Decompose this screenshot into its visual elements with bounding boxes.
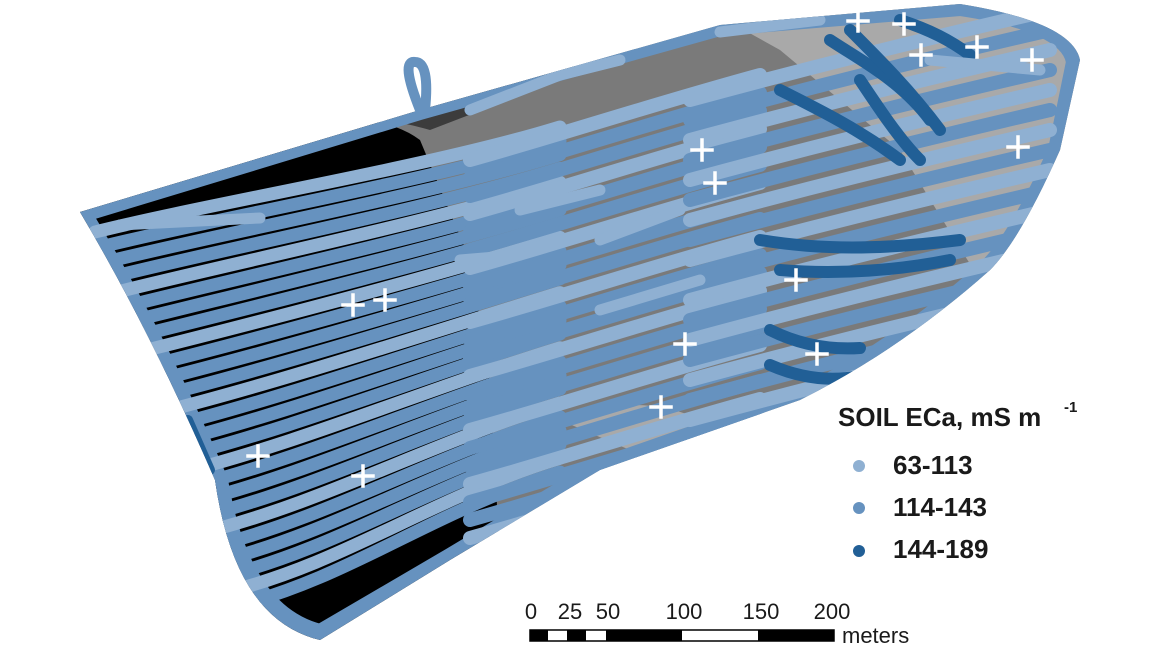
- low-eca-pass: [594, 274, 706, 316]
- low-eca-pass: [454, 249, 526, 266]
- legend-title: SOIL ECa, mS m: [838, 402, 1041, 432]
- survey-pass: [463, 266, 767, 365]
- high-eca-pass: [754, 234, 966, 254]
- survey-pass: [683, 123, 1057, 227]
- plus-icon: [246, 444, 270, 468]
- scale-seg-3: [606, 630, 682, 641]
- scale-tick-50: 50: [596, 599, 620, 624]
- scale-seg-2: [567, 630, 586, 641]
- scale-tick-100: 100: [666, 599, 703, 624]
- scale-tick-150: 150: [743, 599, 780, 624]
- legend-label-mid: 114-143: [893, 492, 987, 522]
- low-eca-pass: [714, 14, 826, 38]
- survey-pass: [463, 86, 767, 185]
- survey-pass: [116, 189, 567, 314]
- survey-pass: [463, 104, 767, 203]
- low-eca-pass: [114, 212, 266, 231]
- survey-pass: [463, 302, 767, 401]
- plus-icon: [373, 288, 397, 312]
- low-eca-pass: [554, 54, 626, 81]
- plus-icon: [1020, 48, 1044, 72]
- high-eca-pass: [844, 24, 946, 136]
- survey-passes: [80, 4, 1080, 640]
- low-eca-pass: [924, 54, 1046, 76]
- low-eca-pass: [594, 204, 686, 246]
- survey-pass: [165, 313, 567, 449]
- survey-pass: [683, 203, 1057, 307]
- survey-pass: [683, 243, 1057, 347]
- plus-icon: [690, 138, 714, 162]
- survey-pass: [187, 368, 567, 509]
- survey-pass: [683, 143, 1057, 247]
- plus-icon: [703, 171, 727, 195]
- plus-icon: [649, 395, 673, 419]
- legend-title-superscript: -1: [1064, 399, 1077, 416]
- high-eca-pass: [854, 74, 926, 166]
- survey-pass: [463, 284, 767, 383]
- survey-pass: [683, 63, 1057, 167]
- scale-bar: 0 25 50 100 150 200 meters: [525, 599, 909, 648]
- scale-tick-25: 25: [558, 599, 582, 624]
- plus-icon: [909, 43, 933, 67]
- survey-loop: [403, 57, 432, 115]
- survey-pass: [463, 122, 767, 221]
- scale-seg-4: [758, 630, 834, 641]
- plus-icon: [341, 293, 365, 317]
- scale-unit: meters: [842, 623, 909, 648]
- survey-pass: [683, 163, 1057, 267]
- legend-swatch-high: [853, 545, 865, 557]
- legend-swatch-low: [853, 460, 865, 472]
- scale-tick-200: 200: [814, 599, 851, 624]
- plus-icon: [892, 12, 916, 36]
- scale-seg-1: [530, 630, 548, 641]
- sample-markers: [246, 9, 1044, 488]
- plus-icon: [784, 268, 808, 292]
- survey-pass: [138, 244, 567, 374]
- legend-label-high: 144-189: [893, 534, 988, 564]
- scale-tick-0: 0: [525, 599, 537, 624]
- plus-icon: [351, 464, 375, 488]
- plus-icon: [1006, 135, 1030, 159]
- survey-pass: [683, 183, 1057, 287]
- plus-icon: [805, 342, 829, 366]
- plus-icon: [673, 332, 697, 356]
- survey-pass: [683, 103, 1057, 207]
- legend-swatch-mid: [853, 502, 865, 514]
- high-eca-pass: [774, 84, 906, 166]
- low-eca-pass: [514, 184, 606, 216]
- high-eca-pass: [764, 324, 866, 355]
- high-eca-pass: [774, 254, 956, 278]
- legend-label-low: 63-113: [893, 450, 973, 480]
- plus-icon: [965, 35, 989, 59]
- plus-icon: [846, 9, 870, 33]
- low-eca-pass: [464, 69, 566, 116]
- legend: SOIL ECa, mS m -1 63-113 114-143 144-189: [838, 399, 1077, 564]
